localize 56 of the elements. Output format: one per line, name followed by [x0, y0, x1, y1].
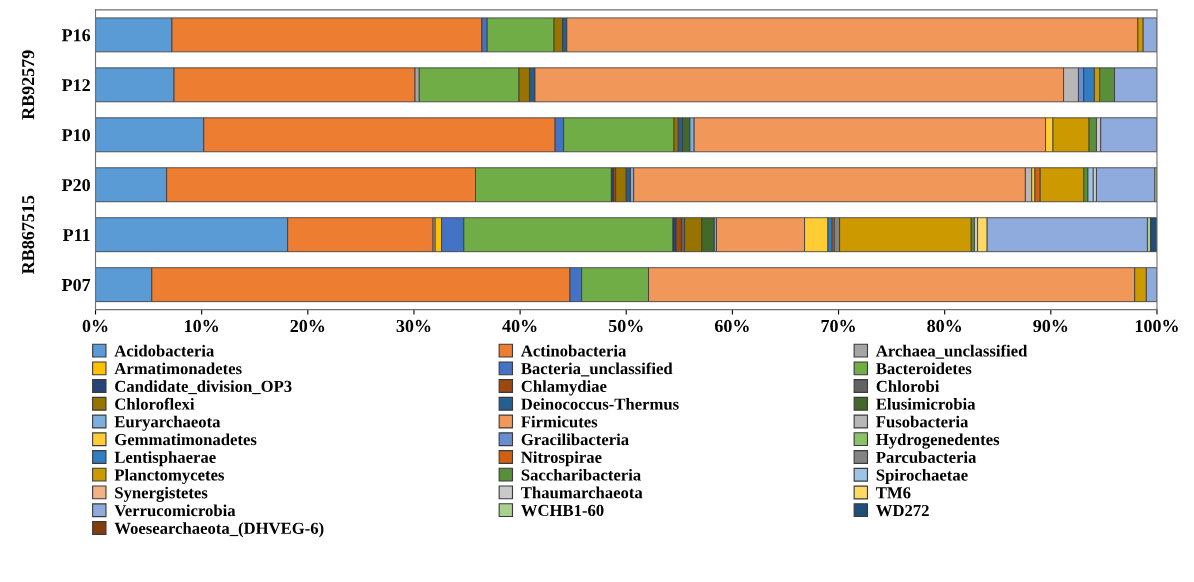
y-tick-label: P10: [61, 129, 90, 142]
y-tick-label: P11: [62, 229, 90, 241]
legend-label: Chlamydiae: [521, 380, 607, 396]
legend-label: WCHB1-60: [521, 504, 604, 517]
bar: [1087, 167, 1094, 203]
bar: [615, 167, 627, 203]
bar: [675, 217, 682, 253]
y-tick-label: P16: [61, 29, 91, 42]
legend-label: Gracilibacteria: [521, 433, 629, 446]
bar: [566, 17, 1139, 53]
legend-label: Lentisphaerae: [114, 451, 216, 467]
legend-label: Actinobacteria: [520, 344, 627, 357]
legend-label: Woesearchaeota_(DHVEG-6): [114, 522, 324, 538]
legend-label: Planctomycetes: [114, 468, 225, 485]
x-tick-label: 80%: [927, 319, 962, 333]
legend-label: Candidate_division_OP3: [115, 380, 292, 395]
legend-label: Synergistetes: [115, 486, 208, 502]
legend-label: Elusimicrobia: [876, 397, 976, 410]
legend-label: Fusobacteria: [876, 415, 969, 428]
x-tick-label: 40%: [502, 319, 537, 333]
x-tick-label: 30%: [396, 319, 431, 333]
x-tick-label: 100%: [1135, 319, 1178, 333]
y-tick-label: P07: [61, 278, 91, 292]
x-tick-label: 60%: [714, 319, 749, 333]
legend-label: Verrucomicrobia: [114, 504, 236, 517]
bar: [1100, 117, 1157, 153]
legend-label: Archaea_unclassified: [875, 344, 1028, 359]
legend-label: Deinococcus-Thermus: [521, 398, 679, 410]
legend-label: Euryarchaeota: [114, 415, 221, 431]
legend-label: Chloroflexi: [115, 397, 195, 410]
legend-label: Acidobacteria: [114, 344, 215, 357]
legend-label: TM6: [876, 487, 911, 499]
legend-label: Nitrospirae: [521, 451, 602, 467]
legend-label: Gemmatimonadetes: [115, 433, 257, 446]
bar: [1096, 167, 1156, 203]
x-tick-label: 0%: [82, 319, 108, 333]
x-tick-label: 70%: [821, 319, 855, 333]
legend-label: Chlorobi: [876, 380, 940, 392]
x-tick-label: 20%: [290, 319, 325, 333]
legend-label: Spirochaetae: [876, 468, 968, 485]
text: RB867515: [22, 195, 35, 275]
legend-label: Bacteria_unclassified: [521, 362, 673, 377]
legend-label: Saccharibacteria: [521, 468, 641, 481]
x-tick-label: 10%: [185, 319, 219, 333]
legend-label: Hydrogenedentes: [876, 433, 1000, 449]
legend-label: Firmicutes: [521, 415, 598, 428]
text: RB92579: [22, 50, 35, 120]
y-tick-label: P20: [61, 178, 90, 192]
x-tick-label: 90%: [1033, 319, 1068, 333]
legend-label: Parcubacteria: [876, 451, 977, 464]
legend-label: WD272: [876, 504, 929, 517]
legend-label: Armatimonadetes: [114, 362, 242, 375]
y-tick-label: P12: [61, 79, 90, 92]
x-tick-label: 50%: [608, 319, 643, 333]
legend-label: Bacteroidetes: [876, 362, 972, 375]
legend-label: Thaumarchaeota: [521, 486, 643, 499]
